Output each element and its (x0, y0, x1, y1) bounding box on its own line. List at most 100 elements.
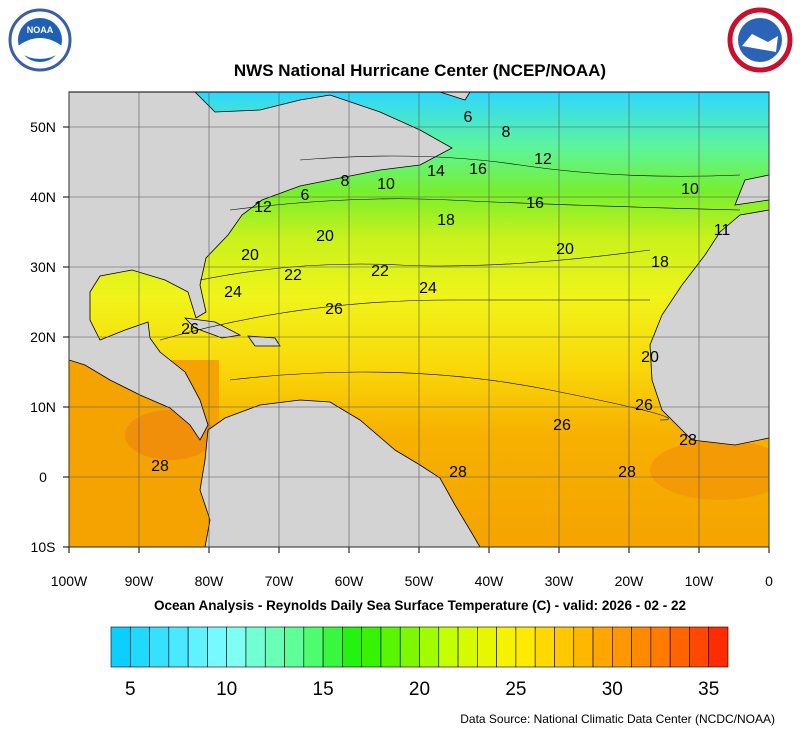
contour-label: 6 (464, 109, 473, 126)
land (439, 92, 471, 101)
colorbar-box (399, 626, 420, 668)
title: NWS National Hurricane Center (NCEP/NOAA… (234, 61, 606, 80)
y-tick-label: 50N (30, 119, 56, 135)
contour-label: 16 (469, 161, 487, 178)
colorbar-box (342, 626, 362, 668)
colorbar-box (187, 626, 208, 668)
colorbar-box (245, 626, 266, 668)
nws-logo (727, 7, 793, 73)
colorbar-box (226, 626, 247, 668)
x-tick-label: 50W (405, 573, 435, 589)
y-tick-label: 40N (30, 189, 56, 205)
contour-label: 24 (224, 284, 242, 301)
contour-label: 28 (449, 464, 467, 481)
colorbar-box (129, 626, 150, 668)
land (649, 209, 769, 446)
x-tick-label: 70W (265, 573, 295, 589)
contour-label: 8 (341, 173, 350, 190)
colorbar-box (322, 626, 343, 668)
land (199, 399, 481, 547)
contour-label: 26 (181, 321, 199, 338)
colorbar-tick-label: 20 (409, 679, 430, 700)
contour-label: 10 (681, 181, 699, 198)
contour-label: 22 (284, 267, 302, 284)
colorbar-box (534, 626, 555, 668)
contour-label: 18 (437, 212, 455, 229)
x-tick-label: 30W (545, 573, 575, 589)
land (734, 174, 769, 206)
colorbar-box (168, 626, 189, 668)
colorbar-box (110, 626, 131, 668)
x-tick-label: 40W (475, 573, 505, 589)
x-tick-label: 0 (765, 573, 773, 589)
contour-label: 20 (556, 241, 574, 258)
colorbar-box (438, 626, 459, 668)
colorbar-box (689, 626, 710, 668)
x-tick-label: 60W (335, 573, 365, 589)
contour-label: 26 (635, 397, 653, 414)
contour-label: 16 (526, 195, 544, 212)
colorbar-box (515, 626, 536, 668)
colorbar-box (149, 626, 170, 668)
x-tick-label: 90W (125, 573, 155, 589)
contour-label: 22 (371, 263, 389, 280)
map (69, 92, 769, 547)
contour-label: 12 (254, 199, 272, 216)
contour-label: 20 (641, 349, 659, 366)
subtitle: Ocean Analysis - Reynolds Daily Sea Surf… (154, 598, 686, 613)
colorbar-box (573, 626, 594, 668)
logo-text: NOAA (27, 25, 54, 35)
noaa-logo: NOAA (8, 8, 72, 72)
colorbar-box (631, 626, 652, 668)
colorbar-tick-label: 10 (216, 679, 237, 700)
contour-label: 8 (502, 124, 511, 141)
colorbar-box (361, 626, 382, 668)
contour-label: 24 (419, 280, 437, 297)
x-tick-label: 100W (51, 573, 88, 589)
contour-label: 28 (618, 464, 636, 481)
contour-label: 12 (534, 151, 552, 168)
colorbar-tick-label: 35 (698, 679, 719, 700)
contour-label: 6 (301, 187, 310, 204)
x-tick-label: 10W (685, 573, 715, 589)
colorbar-box (650, 626, 671, 668)
y-tick-label: 20N (30, 329, 56, 345)
x-tick-label: 80W (195, 573, 225, 589)
colorbar-box (554, 626, 575, 668)
contour-label: 18 (651, 254, 669, 271)
colorbar-box (303, 626, 324, 668)
y-tick-label: 30N (30, 259, 56, 275)
source: Data Source: National Climatic Data Cent… (460, 712, 775, 726)
colorbar-box (669, 626, 690, 668)
contour-line (159, 155, 741, 421)
contour-label: 10 (377, 176, 395, 193)
colorbar-box (264, 626, 285, 668)
colorbar-box (284, 626, 305, 668)
colorbar-box (708, 626, 729, 668)
colorbar-tick-label: 25 (505, 679, 526, 700)
colorbar-box (457, 626, 478, 668)
y-tick-label: 0 (39, 469, 47, 485)
contour-label: 11 (714, 222, 731, 239)
y-tick-label: 10N (30, 399, 56, 415)
contour-label: 20 (241, 247, 259, 264)
colorbar-tick-label: 15 (313, 679, 334, 700)
y-tick-label: 10S (31, 539, 56, 555)
colorbar-box (207, 626, 227, 668)
contour-label: 14 (427, 163, 445, 180)
colorbar-box (477, 626, 497, 668)
colorbar-box (380, 626, 401, 668)
contour-label: 28 (679, 432, 697, 449)
x-tick-label: 20W (615, 573, 645, 589)
colorbar-box (592, 626, 613, 668)
contour-label: 26 (553, 417, 571, 434)
contour-label: 20 (316, 228, 334, 245)
colorbar-box (612, 626, 632, 668)
warm-pool (650, 440, 769, 500)
colorbar-tick-label: 5 (125, 679, 136, 700)
colorbar-tick-label: 30 (602, 679, 623, 700)
contour-label: 26 (325, 301, 343, 318)
colorbar-box (496, 626, 517, 668)
